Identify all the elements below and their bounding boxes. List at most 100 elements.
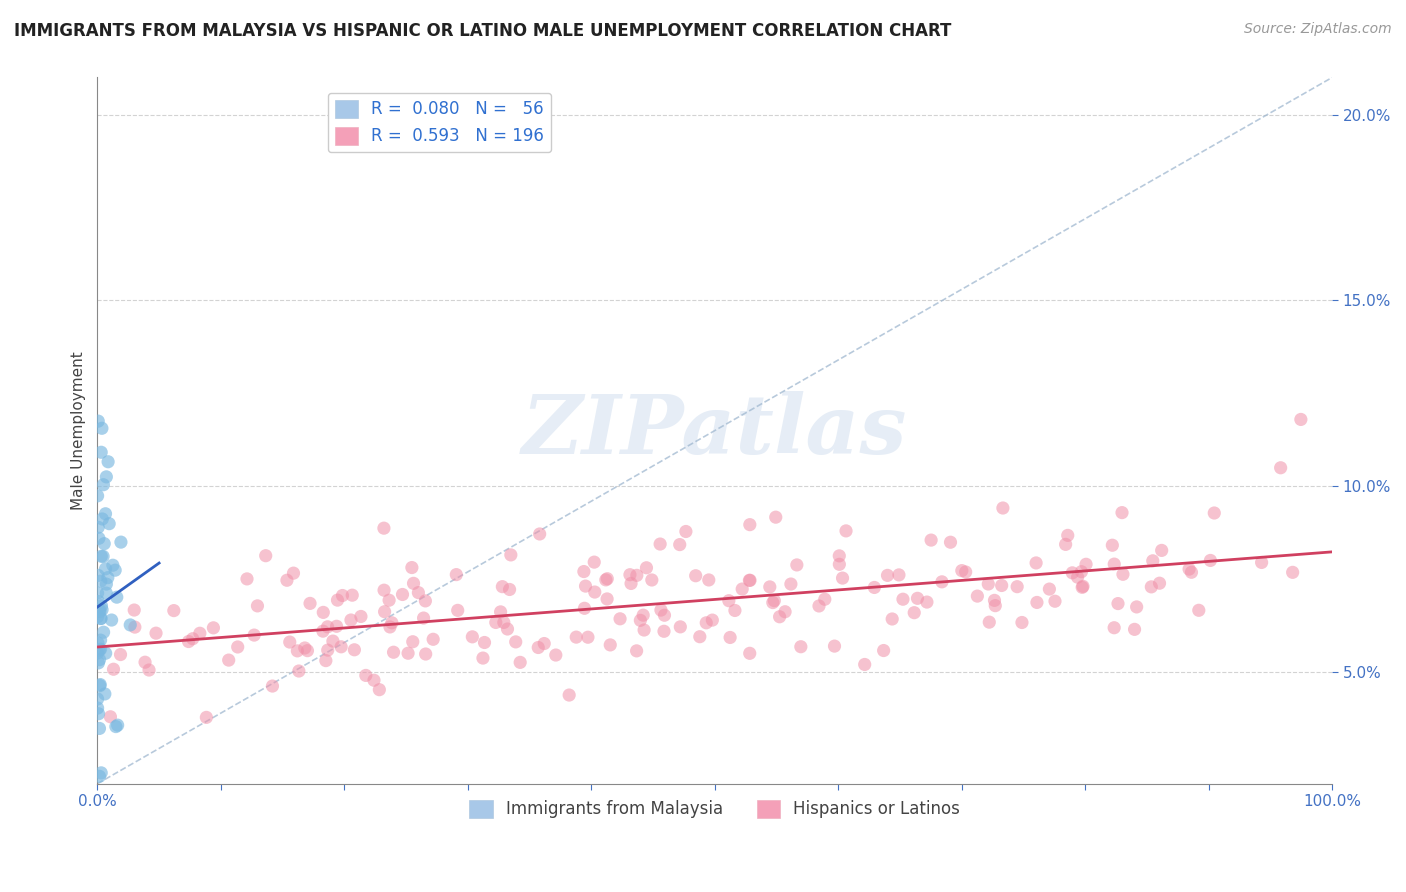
Point: [447, 603, 470, 617]
Point: [1204, 506, 1226, 520]
Point: [1178, 562, 1201, 576]
Point: [86, 646, 108, 660]
Point: [824, 639, 846, 653]
Point: [717, 593, 740, 607]
Point: [702, 613, 724, 627]
Point: [422, 632, 444, 647]
Point: [759, 580, 782, 594]
Point: [765, 510, 787, 524]
Point: [246, 599, 269, 613]
Point: [218, 653, 240, 667]
Point: [1038, 582, 1060, 596]
Point: [391, 587, 413, 601]
Point: [633, 623, 655, 637]
Point: [565, 630, 588, 644]
Point: [89, 653, 111, 667]
Point: [93, 536, 115, 550]
Point: [920, 533, 942, 547]
Point: [931, 574, 953, 589]
Point: [120, 618, 142, 632]
Point: [574, 601, 596, 615]
Point: [350, 609, 373, 624]
Point: [1149, 576, 1171, 591]
Point: [98, 516, 121, 531]
Point: [983, 593, 1005, 607]
Point: [697, 573, 720, 587]
Point: [87, 520, 110, 534]
Point: [103, 662, 125, 676]
Point: [835, 524, 858, 538]
Point: [650, 537, 672, 551]
Point: [1140, 580, 1163, 594]
Point: [509, 656, 531, 670]
Point: [527, 640, 550, 655]
Point: [807, 599, 830, 613]
Point: [768, 609, 790, 624]
Point: [790, 640, 813, 654]
Point: [675, 524, 697, 539]
Point: [124, 620, 146, 634]
Point: [226, 640, 249, 654]
Point: [1056, 528, 1078, 542]
Point: [599, 638, 621, 652]
Point: [609, 612, 631, 626]
Point: [1180, 566, 1202, 580]
Point: [104, 563, 127, 577]
Point: [574, 579, 596, 593]
Point: [90, 549, 112, 564]
Point: [382, 645, 405, 659]
Point: [689, 630, 711, 644]
Point: [299, 596, 322, 610]
Point: [685, 568, 707, 582]
Point: [831, 571, 853, 585]
Point: [979, 615, 1001, 629]
Point: [415, 647, 437, 661]
Point: [731, 582, 754, 596]
Point: [100, 613, 122, 627]
Point: [326, 593, 349, 607]
Point: [87, 656, 110, 670]
Point: [93, 477, 115, 491]
Point: [499, 548, 522, 562]
Point: [631, 608, 654, 623]
Point: [278, 635, 301, 649]
Point: [1123, 623, 1146, 637]
Point: [891, 592, 914, 607]
Point: [89, 642, 111, 657]
Point: [91, 512, 114, 526]
Point: [596, 591, 619, 606]
Point: [474, 635, 496, 649]
Text: ZIPatlas: ZIPatlas: [522, 391, 907, 471]
Point: [583, 555, 606, 569]
Point: [86, 701, 108, 715]
Point: [718, 631, 741, 645]
Legend: Immigrants from Malaysia, Hispanics or Latinos: Immigrants from Malaysia, Hispanics or L…: [463, 793, 967, 825]
Point: [1011, 615, 1033, 630]
Point: [342, 588, 364, 602]
Point: [87, 706, 110, 721]
Point: [90, 633, 112, 648]
Point: [138, 663, 160, 677]
Point: [402, 576, 425, 591]
Point: [363, 673, 385, 688]
Point: [163, 604, 186, 618]
Point: [492, 615, 515, 630]
Point: [87, 414, 110, 428]
Point: [89, 769, 111, 783]
Point: [446, 567, 468, 582]
Point: [1025, 556, 1047, 570]
Point: [294, 640, 316, 655]
Point: [461, 630, 484, 644]
Point: [236, 572, 259, 586]
Point: [814, 592, 837, 607]
Point: [93, 625, 115, 640]
Point: [738, 574, 761, 588]
Point: [498, 582, 520, 597]
Point: [1107, 597, 1129, 611]
Point: [86, 489, 108, 503]
Point: [90, 574, 112, 589]
Point: [401, 560, 423, 574]
Point: [652, 624, 675, 639]
Point: [991, 501, 1014, 516]
Point: [1270, 460, 1292, 475]
